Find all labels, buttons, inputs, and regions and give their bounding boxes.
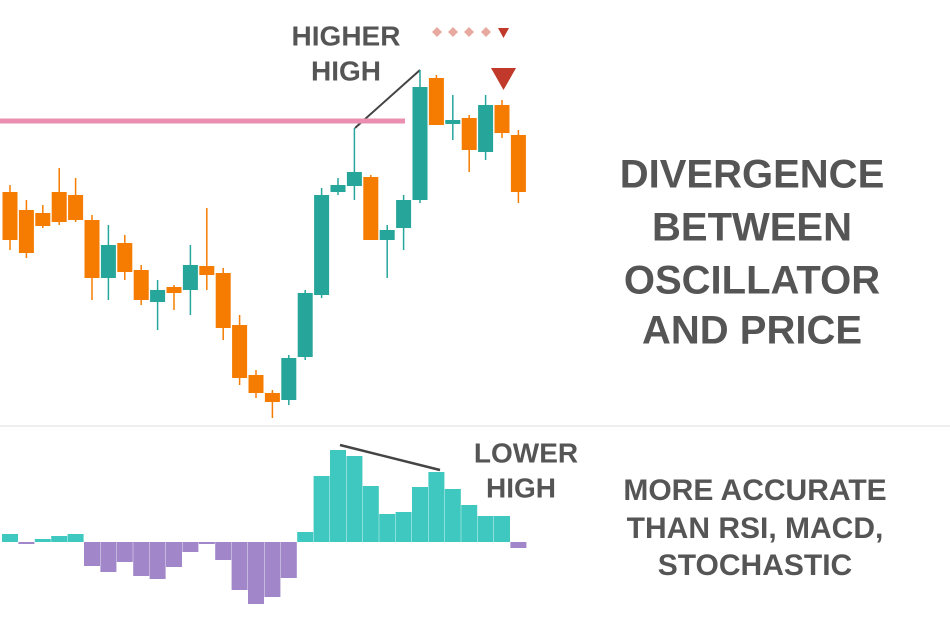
candle-body [68, 195, 84, 220]
candle-body [100, 245, 116, 278]
higher-high-connector [354, 69, 421, 129]
candle-body [346, 172, 362, 186]
annotation: HIGH [486, 472, 556, 503]
candle-body [330, 185, 346, 192]
candle-body [478, 105, 494, 152]
oscillator-bar [231, 542, 248, 590]
oscillator-bar [2, 534, 18, 542]
title: OSCILLATOR [624, 259, 880, 303]
oscillator-bar [494, 516, 510, 542]
title: AND PRICE [642, 309, 862, 353]
candle-body [166, 287, 182, 293]
candle-body [51, 192, 67, 222]
oscillator-bar [34, 539, 51, 542]
candle-body [264, 393, 280, 402]
subtitle: MORE ACCURATE [623, 474, 886, 507]
oscillator-bar [198, 542, 215, 544]
candle-body [248, 375, 264, 393]
lower-high-connector [339, 443, 441, 472]
oscillator-bar [362, 486, 379, 542]
oscillator-bar [100, 542, 117, 572]
title: DIVERGENCE [620, 153, 885, 197]
oscillator-bar [84, 542, 100, 566]
candle-body [379, 230, 395, 240]
oscillator-bar [461, 505, 478, 542]
oscillator-bar [51, 536, 68, 542]
candle-body [445, 120, 461, 124]
oscillator-bar [428, 472, 445, 542]
candle-body [35, 213, 51, 226]
candle-body [18, 210, 34, 253]
candle-body [363, 177, 379, 240]
candle-body [215, 273, 231, 328]
oscillator-bar [67, 534, 84, 542]
candle-body [428, 78, 444, 125]
annotation: HIGH [311, 55, 381, 86]
oscillator-bar [182, 542, 199, 552]
candle-body [314, 195, 330, 295]
oscillator-bar [313, 476, 330, 542]
oscillator-bar [166, 542, 182, 567]
subtitle: STOCHASTIC [658, 549, 852, 582]
oscillator-bar [116, 542, 133, 562]
candle-body [297, 293, 313, 357]
subtitle: THAN RSI, MACD, [627, 512, 884, 545]
candle-body [117, 243, 133, 272]
candle-body [2, 192, 18, 240]
oscillator-bar [215, 542, 232, 560]
oscillator-bar [280, 542, 297, 578]
oscillator-bar [264, 542, 281, 597]
oscillator-bar [510, 542, 527, 548]
candle-body [281, 358, 297, 400]
oscillator-bar [477, 516, 494, 542]
candle-body [133, 270, 149, 300]
candle-body [412, 87, 428, 200]
oscillator-bar [18, 542, 35, 544]
candle-body [84, 220, 100, 278]
oscillator-bar [133, 542, 150, 576]
candle-body [199, 266, 215, 275]
signal-markers [432, 27, 516, 90]
oscillator-bar [346, 456, 363, 542]
candle-body [150, 290, 166, 302]
oscillator-bar [444, 489, 461, 542]
candle-body [461, 118, 477, 150]
candle-body [232, 325, 248, 378]
oscillator-bar [149, 542, 166, 579]
oscillator-bar [395, 512, 412, 542]
candle-body [182, 265, 198, 290]
oscillator-bar [379, 514, 396, 542]
oscillator-bar [412, 487, 428, 542]
candle-body [510, 135, 526, 192]
candle-body [494, 105, 510, 133]
title: BETWEEN [652, 206, 852, 250]
oscillator-bar [248, 542, 264, 604]
annotation: LOWER [474, 437, 578, 468]
oscillator-bar [330, 450, 346, 542]
annotation: HIGHER [292, 20, 401, 51]
oscillator-bar [297, 532, 314, 542]
candle-body [396, 200, 412, 228]
